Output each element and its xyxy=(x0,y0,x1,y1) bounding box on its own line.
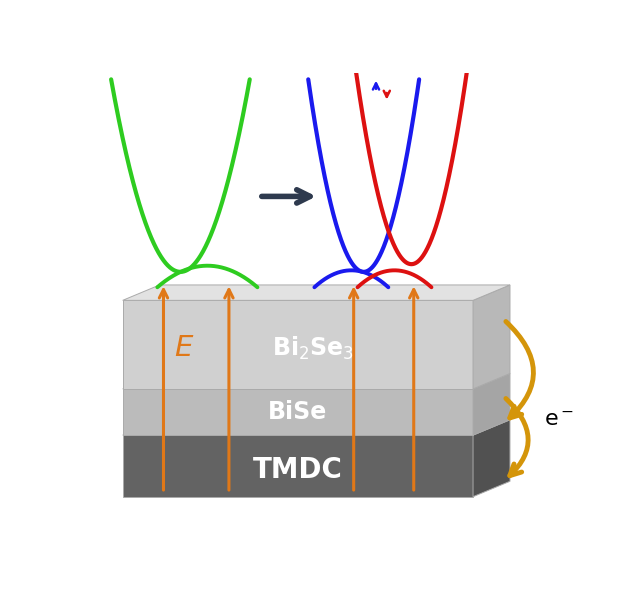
Polygon shape xyxy=(123,285,510,300)
Polygon shape xyxy=(473,420,510,497)
FancyArrowPatch shape xyxy=(506,321,534,418)
Text: TMDC: TMDC xyxy=(253,456,343,484)
Polygon shape xyxy=(123,420,510,435)
Polygon shape xyxy=(473,373,510,435)
Polygon shape xyxy=(123,373,510,389)
Text: e$^-$: e$^-$ xyxy=(544,410,574,429)
Text: BiSe: BiSe xyxy=(268,400,328,424)
Text: $E$: $E$ xyxy=(174,334,195,362)
Polygon shape xyxy=(123,435,473,497)
FancyArrowPatch shape xyxy=(506,398,528,476)
Polygon shape xyxy=(473,285,510,389)
Polygon shape xyxy=(123,300,473,389)
Text: Bi$_2$Se$_3$: Bi$_2$Se$_3$ xyxy=(272,335,354,362)
Polygon shape xyxy=(123,389,473,435)
